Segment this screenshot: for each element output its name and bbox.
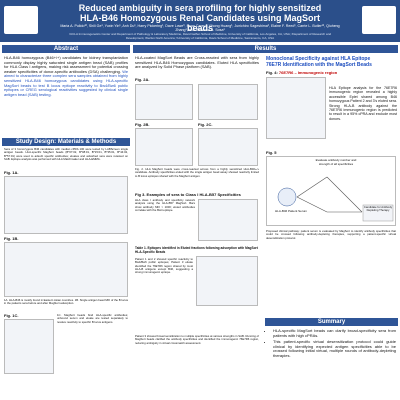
- diagram-arrows: [277, 176, 394, 222]
- text: HLA-B46 homozygous (B46+/+) candidates f…: [4, 55, 128, 74]
- box: [362, 204, 394, 222]
- results-text: Patient 1 and 2 showed specific reactivi…: [135, 257, 193, 275]
- diagram: Evaluate antibody number and strength of…: [266, 156, 396, 226]
- poster-title: Reduced ambiguity in sera profiling for …: [78, 3, 322, 33]
- figure: [135, 128, 193, 166]
- figure-label: Fig. 4: 76E7R6 – Immunogenic region: [266, 70, 396, 75]
- text: Fig. 4:: [266, 70, 278, 75]
- figure-label: Fig. 1C.: [4, 313, 19, 318]
- section-header: Results: [133, 45, 398, 53]
- figure-label: Fig. 2A.: [135, 77, 150, 82]
- logo-left: [4, 6, 38, 34]
- figure-label: Fig 3. Examples of sera to Class I HLA-B…: [135, 192, 241, 197]
- results-text: HLA class I antibody and specificity net…: [135, 198, 195, 212]
- subheading: Monoclonal Specificity against HLA Epito…: [266, 56, 396, 68]
- authors: Maria A. Pulido¹², Shili Ge¹, Yuxin Yin¹…: [60, 24, 340, 33]
- protein-figure: [266, 77, 326, 139]
- table: [196, 256, 258, 306]
- bullet: This patient-specific virtual desensitiz…: [273, 339, 396, 358]
- section-header: Study Design: Materials & Methods: [2, 138, 130, 146]
- summary-list: HLA-specific MagSort beads can clarify b…: [266, 328, 396, 361]
- text: 76E7R6 – Immunogenic region: [278, 70, 338, 75]
- serum-icon: [277, 187, 297, 207]
- section-header: Summary: [265, 318, 398, 326]
- section-header: Abstract: [2, 45, 130, 53]
- figure: [4, 319, 54, 374]
- caption: Fig. 2. HLA MagSort beads were cross-rea…: [135, 167, 259, 178]
- figure-label: Fig. 1B.: [4, 236, 19, 241]
- text: We aimed to characterize three complex s…: [4, 68, 128, 97]
- diagram-label: HLA-B46 Patient Serum: [274, 209, 307, 213]
- figure: [4, 176, 128, 234]
- figure-label: Fig. 5: [266, 150, 277, 155]
- caption: Proposed clinical pathway: patient serum…: [266, 229, 396, 240]
- affiliations: ¹UCLA Immunogenetics Center and Departme…: [68, 32, 332, 40]
- bullet: HLA-specific MagSort beads can clarify b…: [273, 328, 396, 338]
- table-title: Table 1. Epitopes identified in Eluted f…: [135, 246, 258, 254]
- diagram-label: Evaluate antibody number and strength of…: [315, 158, 357, 166]
- results-text: HLA Epitope analysis for the 76E7R6 immu…: [329, 86, 397, 121]
- text: 76E7R Identification with the MagSort Be…: [266, 62, 372, 68]
- results-text: HLA-coated MagSort Beads are Cross-react…: [135, 55, 259, 70]
- header-band: [0, 0, 400, 42]
- methods-text: Sera of 3 homozygous B46 candidates with…: [4, 147, 128, 161]
- logo-right: [362, 6, 396, 34]
- figure: [4, 242, 128, 297]
- figure-label: Fig. 1A.: [4, 170, 19, 175]
- caption: 1A. HLA-B46 is mostly found in Eastern A…: [4, 298, 128, 306]
- text: Monoclonal Specificity against HLA Epito…: [266, 56, 371, 62]
- figure-label: Fig. 2B.: [135, 122, 150, 127]
- figure: [198, 199, 258, 241]
- figure-label: Fig. 2C.: [198, 122, 213, 127]
- diagram-label: Candidate for Antibody Depleting Therapy: [363, 205, 393, 213]
- arrow: [296, 176, 363, 213]
- caption: Patient 3 showed broad sensitization to …: [135, 334, 259, 345]
- caption: 1C. MagSort beads bind HLA-specific anti…: [57, 313, 128, 324]
- figure: [198, 128, 258, 166]
- bullets: HLA-specific MagSort beads can clarify b…: [266, 328, 396, 359]
- figure: [198, 84, 258, 120]
- figure: [135, 84, 193, 120]
- abstract-text: HLA-B46 homozygous (B46+/+) candidates f…: [4, 55, 128, 97]
